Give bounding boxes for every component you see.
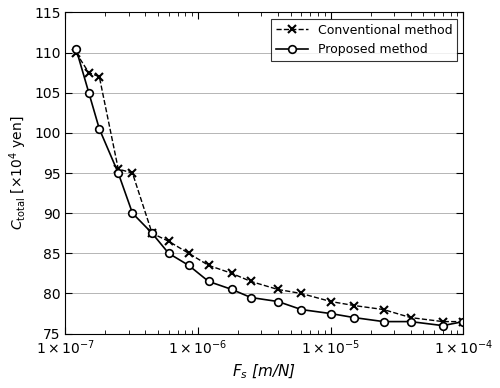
Conventional method [408,315,414,320]
Proposed method [298,307,304,312]
Proposed method [440,323,446,328]
Proposed method [229,287,235,292]
Proposed method [351,315,357,320]
X-axis label: $F_s$ [m/N]: $F_s$ [m/N] [232,363,296,381]
Conventional method [328,299,334,304]
Proposed method [248,295,254,300]
Y-axis label: $C_\mathrm{total}$ [$\times 10^4$ yen]: $C_\mathrm{total}$ [$\times 10^4$ yen] [7,116,28,230]
Conventional method [275,287,281,292]
Proposed method [328,311,334,316]
Proposed method [206,279,212,284]
Proposed method [115,171,121,175]
Conventional method [73,50,79,55]
Proposed method [130,211,136,215]
Conventional method [86,70,92,75]
Proposed method [166,251,172,256]
Proposed method [149,231,155,236]
Conventional method [149,231,155,236]
Proposed method [460,319,466,324]
Conventional method [130,171,136,175]
Conventional method [229,271,235,276]
Conventional method [186,251,192,256]
Conventional method [298,291,304,296]
Proposed method [380,319,386,324]
Proposed method [86,90,92,95]
Proposed method [186,263,192,268]
Conventional method [440,319,446,324]
Proposed method [96,126,102,131]
Line: Proposed method: Proposed method [72,45,467,329]
Conventional method [248,279,254,284]
Conventional method [96,74,102,79]
Conventional method [166,239,172,244]
Proposed method [275,299,281,304]
Conventional method [460,319,466,324]
Conventional method [380,307,386,312]
Conventional method [351,303,357,308]
Line: Conventional method: Conventional method [72,48,468,326]
Proposed method [408,319,414,324]
Conventional method [206,263,212,268]
Proposed method [73,46,79,51]
Legend: Conventional method, Proposed method: Conventional method, Proposed method [272,19,457,61]
Conventional method [115,167,121,171]
